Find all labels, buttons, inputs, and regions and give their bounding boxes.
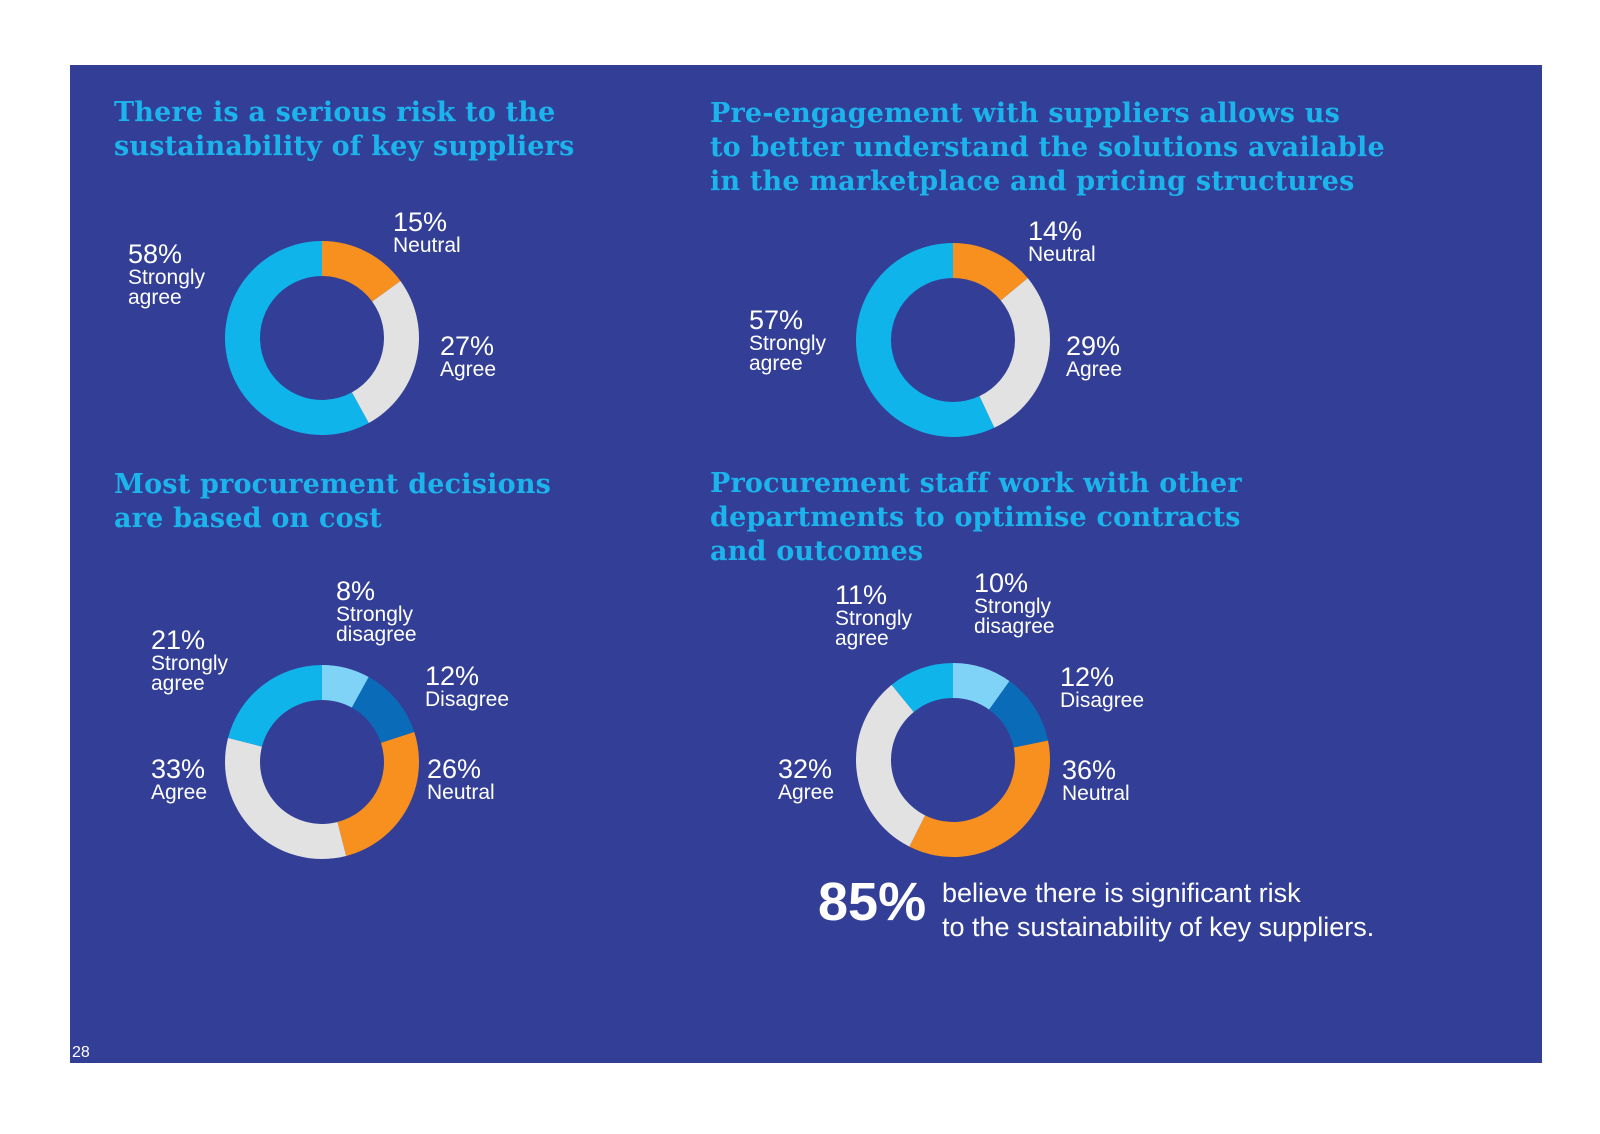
chart-2-title-line: Pre-engagement with suppliers allows us [710,98,1340,129]
chart-4-title-line: Procurement staff work with other [710,468,1242,499]
slice-value-label: 58% [128,239,183,269]
chart-2-title: Pre-engagement with suppliers allows us … [710,97,1385,199]
callout-value: 85% [818,872,927,932]
donut-slice-disagree [989,681,1049,748]
slice-category-label: Neutral [393,234,461,257]
chart-3-title-line: Most procurement decisions [114,469,552,500]
chart-3-title: Most procurement decisions are based on … [114,468,551,536]
slice-category-label: Strongly disagree [336,603,417,646]
donut-slice-agree [224,737,347,859]
callout-text-line: believe there is significant risk [942,878,1301,908]
slice-category-label: Agree [778,781,835,804]
page-number: 28 [72,1044,90,1061]
chart-4-title: Procurement staff work with other depart… [710,467,1242,569]
slice-value-label: 12% [1060,662,1115,692]
donut-slice-strongly-agree [856,243,995,437]
slice-value-label: 33% [151,754,206,784]
callout-text-line: to the sustainability of key suppliers. [942,912,1375,942]
donut-slice-agree [979,278,1050,428]
slice-value-label: 36% [1062,755,1117,785]
slice-value-label: 57% [749,305,804,335]
slice-category-label: Strongly disagree [974,595,1055,638]
donut-slice-neutral [953,243,1028,301]
chart-1-title-line: There is a serious risk to the [114,97,556,128]
chart-2-title-line: in the marketplace and pricing structure… [710,166,1355,197]
donut-slice-agree [351,280,419,424]
donut-slice-strongly-agree [228,665,322,747]
chart-2-title-line: to better understand the solutions avail… [710,132,1385,163]
slice-category-label: Strongly agree [151,652,229,695]
slice-value-label: 29% [1066,331,1121,361]
chart-4-label-strongly-agree: 11% Strongly agree [835,581,912,649]
callout-text: believe there is significant risk to the… [942,876,1374,944]
chart-3-label-neutral: 26% Neutral [427,755,495,803]
chart-4-title-line: and outcomes [710,536,924,567]
slice-value-label: 14% [1028,216,1083,246]
slice-value-label: 8% [336,576,376,606]
donut-slice-neutral [322,241,401,302]
slice-value-label: 12% [425,661,480,691]
slice-category-label: Agree [440,358,497,381]
donut-slice-neutral [337,732,419,856]
chart-1-label-neutral: 15% Neutral [393,208,461,256]
chart-3-label-strongly-disagree: 8% Strongly disagree [336,577,417,645]
slice-value-label: 10% [974,568,1029,598]
chart-3-label-agree: 33% Agree [151,755,207,803]
slice-category-label: Neutral [1062,782,1130,805]
donut-slice-strongly-disagree [322,665,369,708]
slice-value-label: 27% [440,331,495,361]
slice-value-label: 11% [835,580,888,610]
chart-2-label-agree: 29% Agree [1066,332,1122,380]
chart-3-label-strongly-agree: 21% Strongly agree [151,626,228,694]
donut-slice-neutral [909,740,1050,857]
chart-3-donut [224,665,419,859]
chart-1-label-strongly-agree: 58% Strongly agree [128,240,205,308]
chart-4-label-agree: 32% Agree [778,755,834,803]
chart-2-donut [856,243,1050,437]
chart-4-label-neutral: 36% Neutral [1062,756,1130,804]
chart-3-title-line: are based on cost [114,503,382,534]
slice-category-label: Neutral [1028,243,1096,266]
slice-category-label: Neutral [427,781,495,804]
slice-category-label: Agree [151,781,208,804]
chart-3-label-disagree: 12% Disagree [425,662,509,710]
chart-1-donut [225,241,419,435]
slice-category-label: Strongly agree [128,266,206,309]
slice-category-label: Disagree [425,688,510,711]
chart-1-title-line: sustainability of key suppliers [114,131,575,162]
slice-value-label: 26% [427,754,482,784]
chart-1-title: There is a serious risk to the sustainab… [114,96,575,164]
slice-category-label: Agree [1066,358,1123,381]
chart-4-label-disagree: 12% Disagree [1060,663,1144,711]
slice-value-label: 32% [778,754,833,784]
donut-slice-strongly-disagree [953,663,1010,710]
chart-4-title-line: departments to optimise contracts [710,502,1241,533]
chart-2-label-strongly-agree: 57% Strongly agree [749,306,826,374]
chart-4-donut [856,663,1050,857]
slice-value-label: 21% [151,625,206,655]
slice-category-label: Disagree [1060,689,1145,712]
chart-4-label-strongly-disagree: 10% Strongly disagree [974,569,1055,637]
chart-1-label-agree: 27% Agree [440,332,496,380]
donut-slice-strongly-agree [891,663,953,712]
donut-slice-agree [856,684,926,847]
slice-category-label: Strongly agree [835,607,913,650]
slice-category-label: Strongly agree [749,332,827,375]
chart-2-label-neutral: 14% Neutral [1028,217,1096,265]
slice-value-label: 15% [393,207,448,237]
infographic-panel [70,65,1542,1063]
donut-slice-strongly-agree [225,241,369,435]
donut-slice-disagree [351,676,415,743]
